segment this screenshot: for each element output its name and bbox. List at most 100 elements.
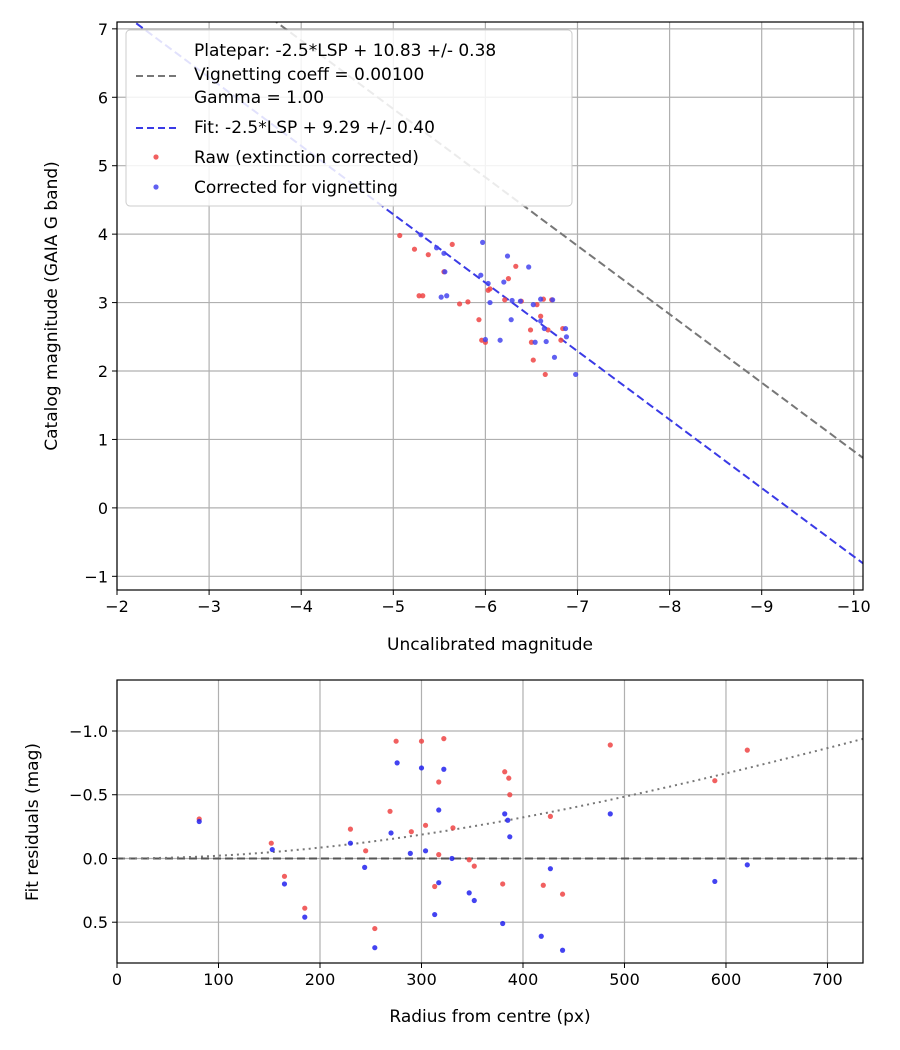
bottom-corrected-point: [607, 811, 613, 817]
top-corrected-point: [543, 338, 549, 345]
bottom-raw-point: [559, 891, 566, 897]
bottom-y-tick-label: −1.0: [69, 722, 108, 741]
top-corrected-point: [482, 336, 488, 343]
top-corrected-point: [541, 325, 547, 332]
legend-gamma-text: Gamma = 1.00: [194, 88, 324, 108]
bottom-corrected-point: [505, 817, 511, 823]
bottom-corrected-point: [281, 881, 288, 887]
bottom-plot-frame: [116, 679, 864, 964]
top-y-tick-label: 7: [98, 20, 108, 39]
legend-corrected-marker: [153, 184, 159, 190]
bottom-raw-point: [268, 840, 274, 846]
top-corrected-point: [504, 253, 511, 259]
legend-box: [125, 29, 573, 207]
top-corrected-point: [444, 293, 450, 299]
bottom-corrected-point: [436, 807, 442, 813]
top-raw-point: [513, 263, 519, 269]
bottom-x-tick-label: 100: [203, 970, 234, 989]
bottom-x-tick-label: 500: [609, 970, 640, 989]
bottom-y-tick-label: 0.0: [83, 849, 108, 868]
bottom-x-tick-label: 400: [508, 970, 539, 989]
bottom-raw-point: [441, 736, 447, 742]
top-corrected-point: [438, 294, 444, 300]
bottom-points: [196, 736, 750, 953]
top-x-tick-label: −8: [658, 597, 682, 616]
legend-platepar-text: Platepar: -2.5*LSP + 10.83 +/- 0.38: [194, 41, 496, 61]
bottom-corrected-point: [502, 811, 508, 817]
bottom-raw-point: [540, 882, 546, 888]
bottom-raw-point: [372, 925, 378, 932]
bottom-raw-point: [744, 747, 750, 753]
top-model-lines: [132, 22, 863, 565]
top-platepar-line: [274, 22, 863, 459]
bottom-raw-point: [408, 829, 414, 835]
top-raw-point: [502, 297, 508, 303]
top-corrected-point: [538, 296, 544, 302]
bottom-corrected-point: [441, 766, 447, 772]
bottom-corrected-point: [196, 818, 202, 825]
bottom-corrected-point: [449, 855, 455, 862]
top-y-tick-label: −1: [84, 567, 108, 586]
bottom-raw-point: [500, 881, 506, 887]
top-fit-line: [132, 22, 863, 565]
top-raw-point: [528, 339, 535, 345]
top-corrected-point: [562, 325, 569, 332]
top-corrected-point: [480, 239, 486, 245]
top-raw-point: [465, 299, 471, 305]
bottom-y-axis-label: Fit residuals (mag): [23, 743, 43, 901]
bottom-raw-point: [471, 863, 477, 869]
top-raw-point: [505, 276, 512, 282]
bottom-raw-point: [712, 778, 718, 784]
bottom-raw-point: [502, 769, 508, 775]
bottom-raw-point: [547, 813, 553, 820]
top-y-tick-label: 5: [98, 157, 108, 176]
top-y-tick-label: 2: [98, 362, 108, 381]
bottom-raw-point: [393, 738, 399, 744]
top-corrected-point: [487, 299, 493, 306]
legend-raw-text: Raw (extinction corrected): [194, 148, 419, 168]
bottom-y-tick-label: −0.5: [69, 786, 108, 805]
bottom-corrected-point: [436, 880, 442, 886]
top-x-tick-label: −10: [837, 597, 871, 616]
bottom-raw-point: [422, 822, 429, 828]
top-raw-point: [534, 302, 540, 308]
top-x-tick-label: −7: [566, 597, 590, 616]
bottom-raw-point: [363, 848, 369, 854]
top-x-tick-label: −6: [474, 597, 498, 616]
top-corrected-point: [497, 337, 503, 343]
bottom-raw-point: [506, 775, 512, 781]
bottom-raw-point: [436, 779, 442, 785]
bottom-corrected-point: [500, 920, 506, 927]
legend-vignetting-text: Vignetting coeff = 0.00100: [194, 65, 424, 85]
bottom-corrected-point: [422, 848, 429, 854]
legend: Platepar: -2.5*LSP + 10.83 +/- 0.38 Vign…: [125, 29, 573, 207]
top-raw-point: [538, 313, 544, 319]
top-corrected-point: [530, 302, 536, 308]
top-corrected-point: [433, 245, 440, 251]
bottom-raw-point: [466, 857, 472, 863]
top-raw-point: [476, 317, 482, 323]
bottom-x-tick-label: 300: [406, 970, 437, 989]
top-corrected-point: [563, 334, 570, 340]
bottom-reference-lines: [117, 737, 863, 860]
top-corrected-point: [418, 232, 424, 238]
bottom-raw-point: [607, 742, 613, 748]
top-corrected-point: [551, 354, 558, 360]
top-x-tick-label: −4: [289, 597, 313, 616]
bottom-raw-point: [450, 825, 456, 831]
top-raw-point: [530, 357, 536, 363]
top-plot-frame: [116, 21, 864, 591]
top-raw-point: [457, 301, 463, 307]
top-raw-point: [416, 293, 422, 299]
bottom-raw-point: [281, 873, 288, 879]
top-raw-point: [420, 293, 426, 299]
bottom-corrected-point: [712, 878, 718, 885]
top-raw-point: [542, 371, 548, 378]
bottom-raw-point: [432, 883, 438, 890]
bottom-corrected-point: [471, 897, 477, 904]
bottom-corrected-point: [559, 947, 566, 953]
top-corrected-point: [526, 264, 532, 270]
top-y-tick-label: 3: [98, 294, 108, 313]
